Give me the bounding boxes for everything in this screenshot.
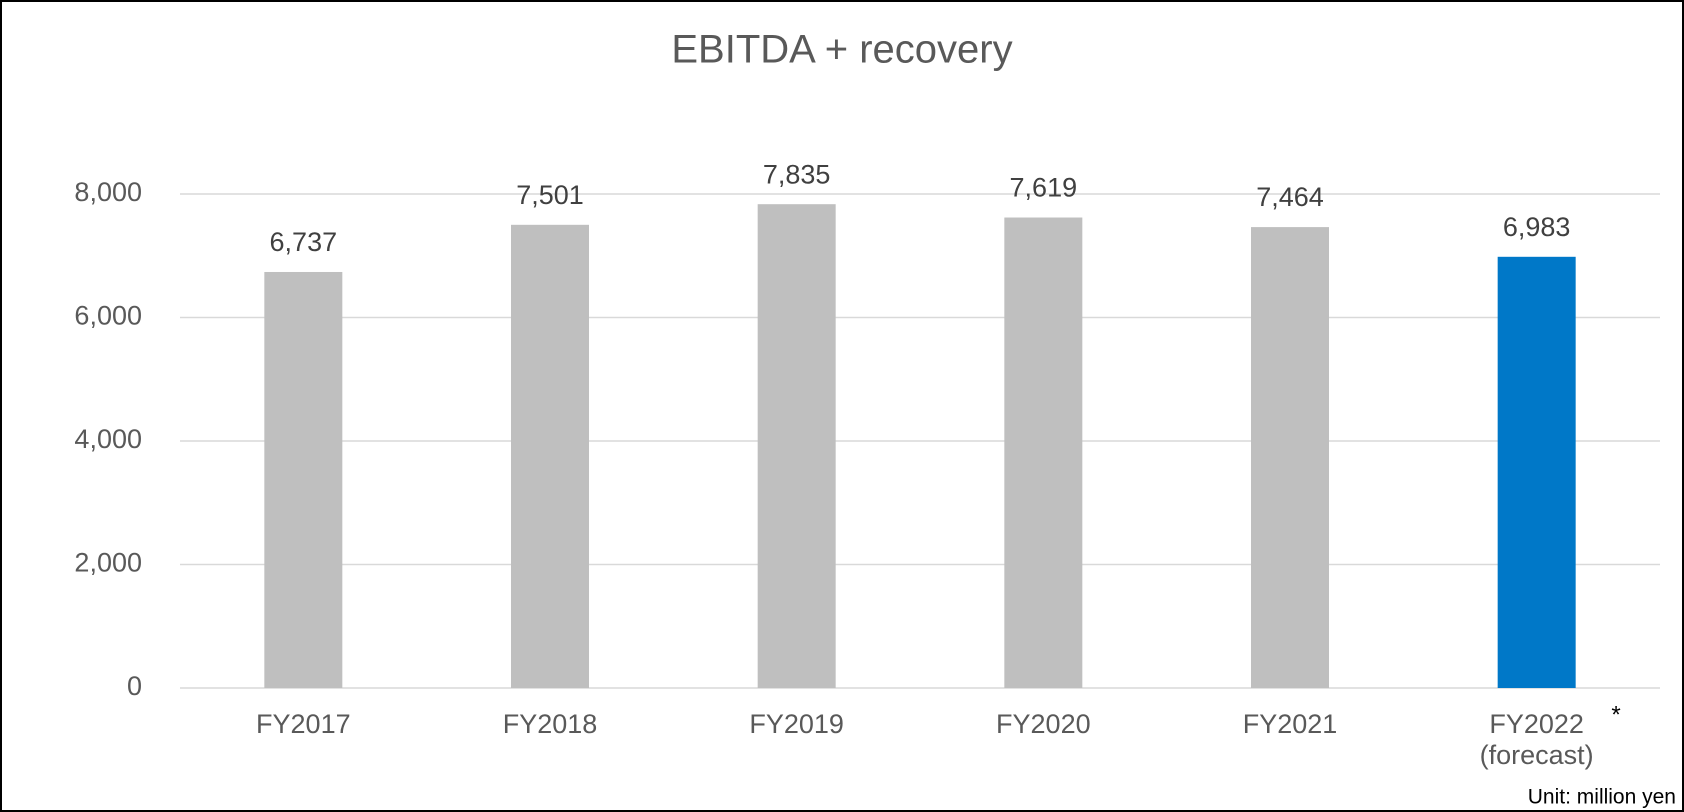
chart-title: EBITDA + recovery: [671, 28, 1012, 72]
data-label: 7,619: [1010, 173, 1078, 203]
annotation: *: [1611, 701, 1620, 728]
x-tick-label: FY2019: [749, 709, 844, 739]
data-label: 7,464: [1256, 182, 1324, 212]
bar: [1004, 217, 1083, 689]
data-label: 7,501: [516, 180, 584, 210]
bar: [511, 224, 589, 689]
bar: [1251, 227, 1329, 688]
data-label: 7,835: [763, 159, 831, 189]
x-tick-label: FY2022 (forecast): [1480, 709, 1594, 770]
y-tick-label: 0: [127, 671, 142, 701]
bar: [757, 204, 836, 688]
x-tick-label: FY2020: [996, 709, 1091, 739]
y-tick-label: 8,000: [74, 177, 142, 207]
y-tick-label: 2,000: [74, 548, 142, 578]
bar: [1497, 256, 1576, 688]
data-label: 6,983: [1503, 212, 1571, 242]
x-tick-label: FY2018: [503, 709, 598, 739]
bar: [264, 271, 343, 688]
y-tick-label: 4,000: [74, 424, 142, 454]
x-tick-label: FY2017: [256, 709, 351, 739]
unit-note: Unit: million yen: [1528, 786, 1676, 809]
x-tick-label: FY2021: [1243, 709, 1338, 739]
data-label: 6,737: [270, 227, 338, 257]
y-tick-label: 6,000: [74, 301, 142, 331]
